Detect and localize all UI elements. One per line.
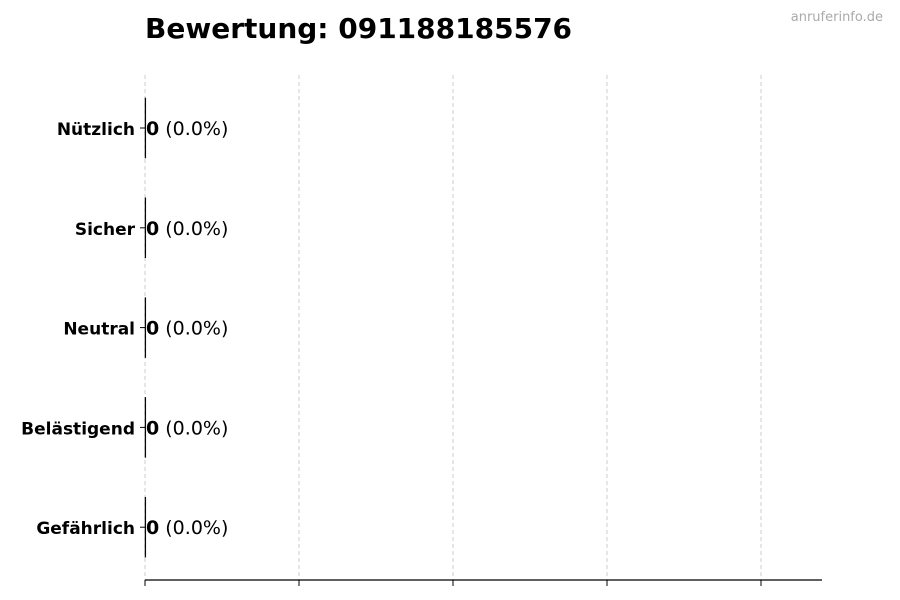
percent-label: (0.0%) bbox=[159, 517, 228, 539]
percent-label: (0.0%) bbox=[159, 417, 228, 439]
data-label: 0 (0.0%) bbox=[146, 417, 228, 439]
category-label: Nützlich bbox=[57, 120, 135, 140]
data-label: 0 (0.0%) bbox=[146, 318, 228, 340]
data-label: 0 (0.0%) bbox=[146, 517, 228, 539]
category-label: Sicher bbox=[75, 220, 136, 240]
watermark: anruferinfo.de bbox=[790, 10, 883, 25]
category-label: Neutral bbox=[63, 320, 135, 340]
count-label: 0 bbox=[146, 318, 159, 340]
percent-label: (0.0%) bbox=[159, 318, 228, 340]
data-label: 0 (0.0%) bbox=[146, 218, 228, 240]
count-label: 0 bbox=[146, 517, 159, 539]
chart-title: Bewertung: 091188185576 bbox=[145, 12, 573, 45]
count-label: 0 bbox=[146, 118, 159, 140]
percent-label: (0.0%) bbox=[159, 118, 228, 140]
category-label: Belästigend bbox=[21, 419, 135, 439]
percent-label: (0.0%) bbox=[159, 218, 228, 240]
data-label: 0 (0.0%) bbox=[146, 118, 228, 140]
count-label: 0 bbox=[146, 218, 159, 240]
count-label: 0 bbox=[146, 417, 159, 439]
category-label: Gefährlich bbox=[36, 519, 135, 539]
